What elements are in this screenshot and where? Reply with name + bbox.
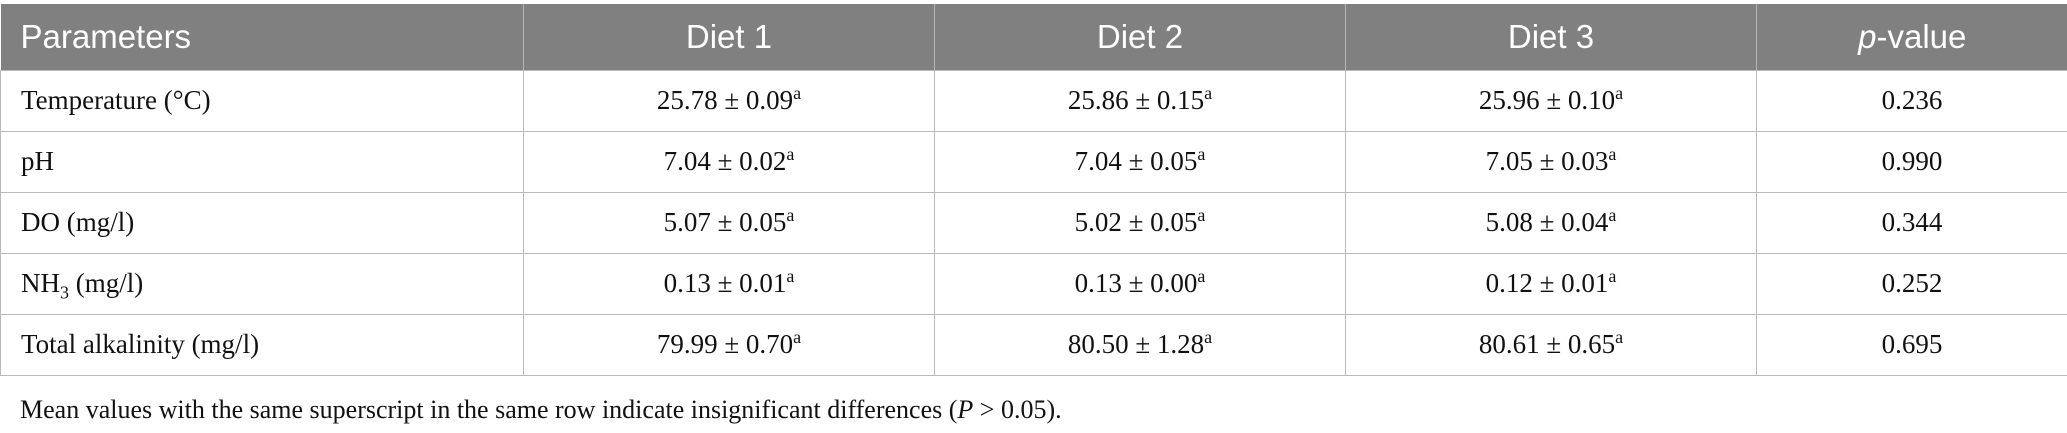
diet-2-cell: 0.13 ± 0.00a xyxy=(934,252,1346,314)
header-diet-3: Diet 3 xyxy=(1345,4,1757,70)
diet-2-superscript: a xyxy=(1197,144,1206,164)
diet-1-cell: 7.04 ± 0.02a xyxy=(523,130,935,192)
diet-3-cell: 5.08 ± 0.04a xyxy=(1345,191,1757,253)
diet-3-superscript: a xyxy=(1608,205,1617,225)
table-row: DO (mg/l) 5.07 ± 0.05a 5.02 ± 0.05a 5.08… xyxy=(0,191,2067,253)
p-value-cell: 0.990 xyxy=(1756,130,2067,192)
table-row: Total alkalinity (mg/l) 79.99 ± 0.70a 80… xyxy=(0,313,2067,376)
diet-3-value: 7.05 ± 0.03 xyxy=(1485,146,1609,176)
diet-3-value: 0.12 ± 0.01 xyxy=(1485,268,1609,298)
param-cell: NH3 (mg/l) xyxy=(0,252,524,314)
table-footnote: Mean values with the same superscript in… xyxy=(20,395,1062,425)
diet-2-cell: 7.04 ± 0.05a xyxy=(934,130,1346,192)
header-diet-2: Diet 2 xyxy=(934,4,1346,70)
param-label: NH xyxy=(21,268,60,298)
diet-2-superscript: a xyxy=(1204,83,1213,103)
diet-1-value: 0.13 ± 0.01 xyxy=(663,268,787,298)
diet-2-value: 7.04 ± 0.05 xyxy=(1074,146,1198,176)
diet-2-value: 0.13 ± 0.00 xyxy=(1074,268,1198,298)
diet-3-superscript: a xyxy=(1615,83,1624,103)
diet-3-cell: 7.05 ± 0.03a xyxy=(1345,130,1757,192)
param-subscript: 3 xyxy=(60,282,69,303)
p-value-cell: 0.695 xyxy=(1756,313,2067,376)
diet-3-value: 25.96 ± 0.10 xyxy=(1478,85,1616,115)
diet-2-value: 25.86 ± 0.15 xyxy=(1067,85,1205,115)
header-p-italic: p xyxy=(1858,17,1877,55)
diet-2-cell: 5.02 ± 0.05a xyxy=(934,191,1346,253)
diet-3-value: 80.61 ± 0.65 xyxy=(1478,329,1616,359)
diet-2-cell: 80.50 ± 1.28a xyxy=(934,313,1346,376)
param-cell: Total alkalinity (mg/l) xyxy=(0,313,524,376)
header-p-value-label: -value xyxy=(1876,17,1967,55)
p-value-cell: 0.344 xyxy=(1756,191,2067,253)
diet-1-superscript: a xyxy=(786,205,795,225)
param-label: Temperature (°C) xyxy=(21,85,211,115)
param-label: Total alkalinity (mg/l) xyxy=(21,329,260,359)
header-row: Parameters Diet 1 Diet 2 Diet 3 p-value xyxy=(0,4,2067,70)
param-label: DO (mg/l) xyxy=(21,207,135,237)
param-suffix: (mg/l) xyxy=(69,268,144,298)
table-row: NH3 (mg/l) 0.13 ± 0.01a 0.13 ± 0.00a 0.1… xyxy=(0,252,2067,314)
table-row: Temperature (°C) 25.78 ± 0.09a 25.86 ± 0… xyxy=(0,69,2067,131)
diet-1-value: 25.78 ± 0.09 xyxy=(656,85,794,115)
diet-2-superscript: a xyxy=(1197,266,1206,286)
diet-2-cell: 25.86 ± 0.15a xyxy=(934,69,1346,131)
header-parameters: Parameters xyxy=(20,17,192,55)
footnote-text-before: Mean values with the same superscript in… xyxy=(20,395,958,424)
diet-1-cell: 0.13 ± 0.01a xyxy=(523,252,935,314)
diet-1-value: 7.04 ± 0.02 xyxy=(663,146,787,176)
diet-1-value: 79.99 ± 0.70 xyxy=(656,329,794,359)
p-value-cell: 0.236 xyxy=(1756,69,2067,131)
diet-2-superscript: a xyxy=(1197,205,1206,225)
diet-1-superscript: a xyxy=(793,327,802,347)
table-row: pH 7.04 ± 0.02a 7.04 ± 0.05a 7.05 ± 0.03… xyxy=(0,130,2067,192)
diet-3-cell: 80.61 ± 0.65a xyxy=(1345,313,1757,376)
diet-3-superscript: a xyxy=(1608,266,1617,286)
diet-2-superscript: a xyxy=(1204,327,1213,347)
footnote-p-italic: P xyxy=(957,395,974,424)
param-label: pH xyxy=(21,146,54,176)
diet-1-cell: 5.07 ± 0.05a xyxy=(523,191,935,253)
diet-3-cell: 0.12 ± 0.01a xyxy=(1345,252,1757,314)
footnote-text-after: > 0.05). xyxy=(973,395,1062,424)
table-body: Temperature (°C) 25.78 ± 0.09a 25.86 ± 0… xyxy=(0,69,2067,376)
header-p-value: p-value xyxy=(1756,4,2067,70)
water-quality-table: Parameters Diet 1 Diet 2 Diet 3 p-value … xyxy=(0,4,2067,376)
header-diet-1: Diet 1 xyxy=(523,4,935,70)
diet-1-value: 5.07 ± 0.05 xyxy=(663,207,787,237)
p-value-cell: 0.252 xyxy=(1756,252,2067,314)
diet-3-value: 5.08 ± 0.04 xyxy=(1485,207,1609,237)
param-cell: pH xyxy=(0,130,524,192)
diet-1-cell: 25.78 ± 0.09a xyxy=(523,69,935,131)
diet-1-superscript: a xyxy=(793,83,802,103)
param-cell: DO (mg/l) xyxy=(0,191,524,253)
diet-1-superscript: a xyxy=(786,266,795,286)
param-cell: Temperature (°C) xyxy=(0,69,524,131)
diet-3-superscript: a xyxy=(1615,327,1624,347)
diet-1-cell: 79.99 ± 0.70a xyxy=(523,313,935,376)
diet-1-superscript: a xyxy=(786,144,795,164)
water-quality-table-container: Parameters Diet 1 Diet 2 Diet 3 p-value … xyxy=(0,4,2067,376)
diet-2-value: 80.50 ± 1.28 xyxy=(1067,329,1205,359)
diet-3-cell: 25.96 ± 0.10a xyxy=(1345,69,1757,131)
table-header: Parameters Diet 1 Diet 2 Diet 3 p-value xyxy=(0,4,2067,70)
diet-3-superscript: a xyxy=(1608,144,1617,164)
diet-2-value: 5.02 ± 0.05 xyxy=(1074,207,1198,237)
